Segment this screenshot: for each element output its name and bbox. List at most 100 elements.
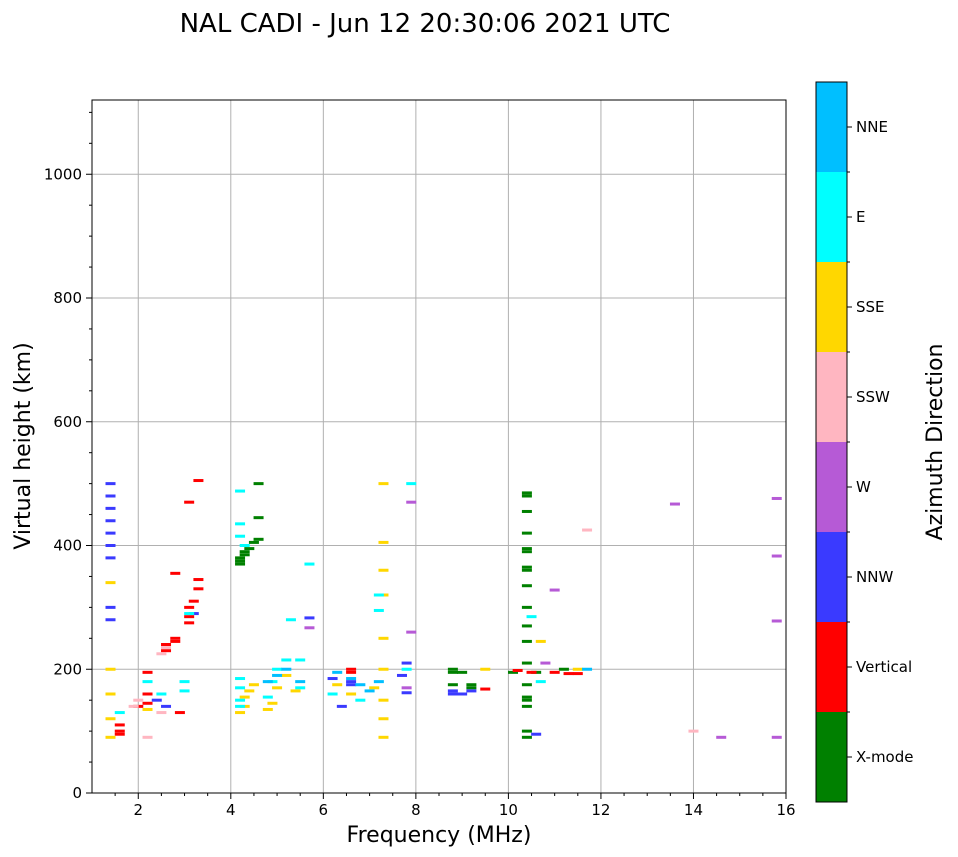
data-point bbox=[447, 692, 458, 696]
colorbar-segment bbox=[816, 442, 847, 532]
data-point bbox=[771, 619, 782, 623]
data-point bbox=[563, 672, 574, 676]
data-point bbox=[401, 661, 412, 665]
data-point bbox=[373, 608, 384, 612]
data-point bbox=[239, 544, 250, 547]
data-point bbox=[142, 692, 153, 696]
data-point bbox=[401, 686, 412, 690]
data-point bbox=[378, 717, 389, 721]
data-point bbox=[239, 550, 250, 554]
x-tick-label: 10 bbox=[499, 801, 518, 819]
data-point bbox=[235, 559, 246, 563]
data-point bbox=[521, 704, 532, 708]
data-point bbox=[235, 489, 246, 493]
data-point bbox=[262, 695, 273, 699]
data-point bbox=[447, 670, 458, 674]
data-point bbox=[378, 482, 389, 486]
data-point bbox=[105, 531, 116, 535]
colorbar-segment bbox=[816, 712, 847, 802]
data-point bbox=[521, 605, 532, 609]
data-point bbox=[401, 691, 412, 695]
series-nne bbox=[262, 667, 593, 693]
colorbar-tick-label: SSE bbox=[856, 298, 885, 316]
data-point bbox=[156, 692, 167, 696]
data-point bbox=[771, 496, 782, 500]
data-point bbox=[235, 686, 246, 690]
data-point bbox=[235, 556, 246, 560]
data-point bbox=[521, 683, 532, 687]
data-point bbox=[114, 729, 125, 733]
data-point bbox=[521, 568, 532, 572]
data-point bbox=[161, 649, 172, 653]
data-point bbox=[105, 494, 116, 498]
data-point bbox=[193, 578, 204, 582]
data-point bbox=[521, 491, 532, 495]
y-tick-label: 200 bbox=[53, 660, 82, 678]
data-point bbox=[267, 701, 278, 705]
data-point bbox=[105, 581, 116, 585]
x-axis-ticks: 2 4 6 8 10 12 14 16 bbox=[114, 793, 796, 819]
data-point bbox=[142, 670, 153, 674]
data-point bbox=[290, 689, 301, 693]
data-point bbox=[535, 680, 546, 684]
data-point bbox=[248, 540, 259, 544]
data-point bbox=[235, 711, 246, 715]
x-tick-label: 4 bbox=[226, 801, 236, 819]
data-point bbox=[369, 686, 380, 690]
colorbar-segment bbox=[816, 622, 847, 712]
data-point bbox=[406, 630, 417, 634]
data-point bbox=[521, 565, 532, 569]
data-point bbox=[531, 732, 542, 736]
data-point bbox=[447, 683, 458, 687]
data-point bbox=[179, 689, 190, 693]
data-point bbox=[105, 692, 116, 696]
data-point bbox=[244, 689, 255, 693]
data-point bbox=[184, 612, 195, 616]
y-axis-label: Virtual height (km) bbox=[11, 342, 36, 549]
data-point bbox=[285, 618, 296, 622]
data-point bbox=[161, 704, 172, 708]
data-point bbox=[142, 735, 153, 739]
data-point bbox=[253, 482, 264, 486]
data-point bbox=[304, 616, 315, 620]
data-point bbox=[521, 550, 532, 554]
data-point bbox=[239, 553, 250, 557]
data-point bbox=[156, 711, 167, 715]
data-point bbox=[771, 735, 782, 739]
data-point bbox=[406, 482, 417, 486]
data-point bbox=[535, 639, 546, 643]
data-point bbox=[235, 522, 246, 526]
data-point bbox=[184, 605, 195, 609]
data-point bbox=[105, 519, 116, 523]
data-point bbox=[253, 516, 264, 520]
data-point bbox=[281, 667, 292, 671]
grid-lines bbox=[92, 100, 787, 794]
data-point bbox=[406, 500, 417, 504]
data-point bbox=[262, 680, 273, 684]
data-point bbox=[114, 732, 125, 736]
data-point bbox=[170, 639, 181, 643]
colorbar-tick-label: NNW bbox=[856, 568, 893, 586]
data-point bbox=[688, 729, 699, 733]
data-point bbox=[336, 704, 347, 708]
x-tick-label: 8 bbox=[411, 801, 421, 819]
data-point bbox=[378, 698, 389, 702]
data-point bbox=[174, 711, 185, 715]
data-point bbox=[480, 667, 491, 671]
data-point bbox=[105, 506, 116, 510]
colorbar-tick-label: E bbox=[856, 208, 865, 226]
data-point bbox=[582, 528, 593, 532]
data-point bbox=[161, 643, 172, 646]
data-point bbox=[355, 683, 366, 687]
data-point bbox=[156, 652, 167, 656]
colorbar: X-mode Vertical NNW W SSW SSE E NNE bbox=[816, 82, 913, 802]
y-tick-label: 1000 bbox=[44, 165, 82, 183]
colorbar-segment bbox=[816, 352, 847, 442]
colorbar-segment bbox=[816, 172, 847, 262]
y-axis-ticks: 0 200 400 600 800 1000 bbox=[44, 111, 92, 802]
data-point bbox=[447, 689, 458, 693]
data-point bbox=[281, 673, 292, 677]
data-point bbox=[355, 698, 366, 702]
data-point bbox=[512, 668, 523, 672]
data-point bbox=[193, 479, 204, 483]
